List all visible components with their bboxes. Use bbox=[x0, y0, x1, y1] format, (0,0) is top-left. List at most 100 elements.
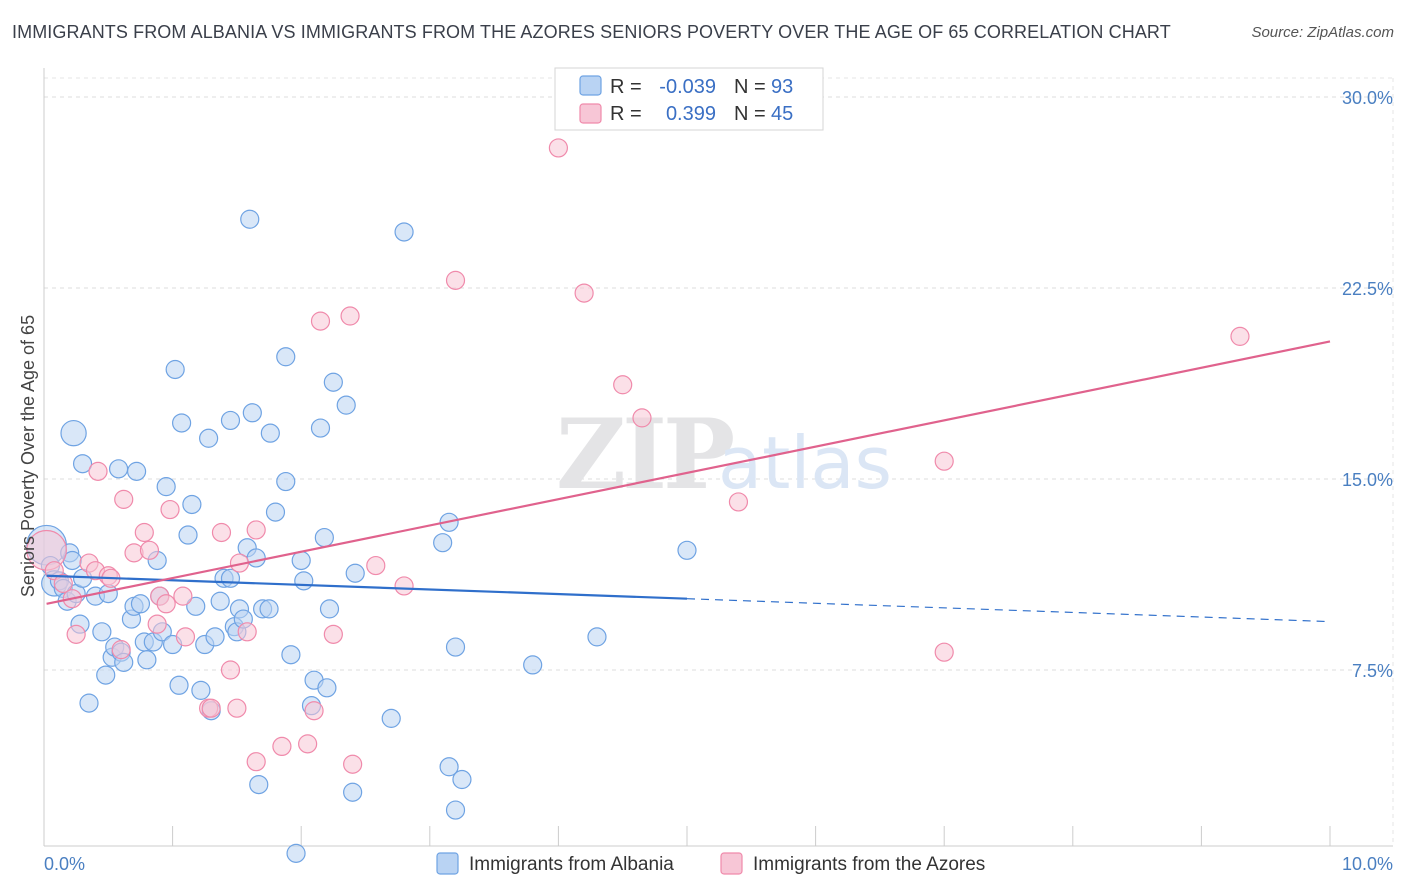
bottom-legend-swatch-azores bbox=[720, 852, 743, 875]
chart-title: IMMIGRANTS FROM ALBANIA VS IMMIGRANTS FR… bbox=[12, 22, 1171, 42]
azores-point-32 bbox=[304, 701, 324, 721]
albania-point-39 bbox=[182, 494, 202, 515]
albania-point-12 bbox=[72, 454, 93, 474]
albania-point-85 bbox=[445, 800, 466, 820]
albania-point-41 bbox=[191, 680, 211, 700]
azores-point-14 bbox=[139, 540, 160, 560]
albania-point-74 bbox=[319, 599, 340, 619]
albania-point-57 bbox=[246, 548, 266, 568]
albania-point-8 bbox=[60, 419, 87, 447]
albania-point-61 bbox=[260, 423, 280, 443]
albania-trend-line bbox=[46, 574, 688, 600]
azores-point-11 bbox=[114, 489, 134, 509]
legend-swatch-azores bbox=[579, 103, 602, 124]
albania-point-78 bbox=[345, 563, 365, 583]
legend-n-label-1: N = bbox=[734, 103, 766, 125]
albania-point-88 bbox=[587, 627, 607, 647]
azores-point-36 bbox=[343, 754, 363, 774]
albania-point-58 bbox=[249, 774, 269, 795]
albania-point-75 bbox=[323, 372, 343, 392]
azores-point-29 bbox=[246, 520, 266, 540]
azores-point-15 bbox=[147, 614, 167, 634]
source-label: Source: ZipAtlas.com bbox=[1251, 24, 1394, 41]
azores-point-4 bbox=[66, 624, 86, 644]
albania-point-64 bbox=[276, 471, 296, 492]
y-tick-label-1: 15.0% bbox=[1342, 470, 1393, 490]
legend-n-value-0: 93 bbox=[771, 76, 793, 98]
albania-point-63 bbox=[276, 347, 296, 367]
albania-point-60 bbox=[259, 599, 279, 619]
data-points bbox=[26, 138, 1250, 863]
albania-point-28 bbox=[137, 650, 157, 670]
albania-point-86 bbox=[452, 769, 472, 790]
y-tick-label-0: 7.5% bbox=[1352, 661, 1393, 681]
azores-point-17 bbox=[156, 594, 176, 614]
azores-point-27 bbox=[237, 622, 257, 642]
albania-point-62 bbox=[265, 502, 286, 522]
albania-point-66 bbox=[286, 843, 306, 863]
albania-point-65 bbox=[281, 645, 301, 665]
albania-point-79 bbox=[381, 708, 401, 728]
albania-point-83 bbox=[439, 757, 459, 777]
azores-point-23 bbox=[211, 522, 232, 543]
albania-point-68 bbox=[294, 571, 314, 591]
azores-point-31 bbox=[298, 734, 318, 754]
legend-r-label-0: R = bbox=[610, 76, 642, 98]
albania-point-45 bbox=[205, 627, 225, 647]
azores-point-44 bbox=[728, 492, 749, 512]
bottom-legend-swatch-albania bbox=[436, 852, 459, 875]
albania-point-71 bbox=[310, 418, 331, 438]
azores-point-34 bbox=[323, 624, 343, 644]
azores-point-2 bbox=[53, 573, 73, 594]
albania-point-26 bbox=[130, 594, 151, 614]
azores-point-28 bbox=[246, 752, 266, 772]
trend-lines bbox=[46, 340, 1331, 623]
azores-point-33 bbox=[310, 311, 331, 331]
legend-r-label-1: R = bbox=[610, 103, 642, 125]
azores-point-25 bbox=[227, 698, 247, 718]
azores-point-47 bbox=[1230, 326, 1250, 346]
albania-point-73 bbox=[317, 678, 337, 698]
azores-point-30 bbox=[272, 736, 292, 757]
y-axis-label: Seniors Poverty Over the Age of 65 bbox=[18, 315, 38, 597]
albania-point-33 bbox=[156, 477, 176, 497]
legend-n-value-1: 45 bbox=[771, 103, 793, 125]
albania-trend-line-extrapolated bbox=[686, 598, 1331, 623]
axes bbox=[43, 68, 1393, 847]
azores-point-24 bbox=[220, 660, 241, 680]
albania-point-46 bbox=[210, 591, 230, 611]
bottom-legend-label-albania: Immigrants from Albania bbox=[469, 854, 674, 875]
albania-point-13 bbox=[79, 693, 99, 713]
albania-point-56 bbox=[242, 403, 262, 423]
x-tick-label-min: 0.0% bbox=[44, 854, 85, 874]
azores-point-38 bbox=[394, 576, 414, 596]
azores-point-13 bbox=[134, 522, 154, 543]
albania-point-35 bbox=[165, 359, 185, 380]
albania-point-40 bbox=[186, 596, 206, 616]
albania-point-37 bbox=[172, 413, 192, 433]
azores-trend-line bbox=[46, 340, 1331, 605]
azores-point-41 bbox=[574, 283, 594, 303]
azores-point-22 bbox=[201, 698, 221, 718]
albania-point-87 bbox=[523, 655, 543, 675]
albania-point-43 bbox=[199, 428, 219, 448]
azores-point-40 bbox=[548, 138, 569, 158]
azores-point-7 bbox=[88, 461, 108, 481]
legend-r-value-1: 0.399 bbox=[666, 103, 716, 125]
bottom-legend-label-azores: Immigrants from the Azores bbox=[753, 854, 985, 875]
albania-point-16 bbox=[96, 665, 116, 685]
albania-point-81 bbox=[433, 533, 453, 553]
y-tick-label-2: 22.5% bbox=[1342, 279, 1393, 299]
albania-point-20 bbox=[108, 459, 129, 479]
albania-point-25 bbox=[126, 461, 147, 481]
albania-point-89 bbox=[677, 540, 697, 560]
azores-point-20 bbox=[175, 627, 196, 647]
legend-r-value-0: -0.039 bbox=[659, 76, 716, 98]
azores-point-46 bbox=[934, 642, 954, 662]
albania-point-77 bbox=[343, 782, 363, 802]
azores-point-37 bbox=[366, 555, 386, 576]
azores-point-18 bbox=[160, 499, 180, 520]
albania-point-76 bbox=[336, 395, 356, 415]
azores-point-42 bbox=[613, 375, 633, 395]
